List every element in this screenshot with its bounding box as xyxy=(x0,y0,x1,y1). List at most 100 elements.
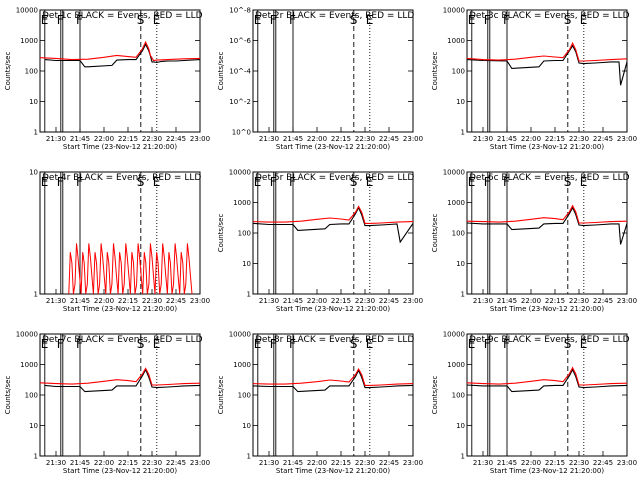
panel-1: Det 1c BLACK = Events, RED = LLD 1 10 100 10… xyxy=(4,7,210,152)
marker-flag-label: F xyxy=(57,175,64,189)
y-tick-label: 10 xyxy=(242,422,251,430)
marker-flag-label: F xyxy=(484,337,491,351)
plot-frame xyxy=(466,9,628,133)
series-line-lld xyxy=(252,205,414,224)
x-tick-label: 21:45 xyxy=(70,297,90,305)
plot-frame xyxy=(39,9,201,133)
marker-flag-label: F xyxy=(76,13,83,27)
panel-title: Det 4r BLACK = Events, RED = LLD xyxy=(42,173,201,183)
panel-title: Det 9c BLACK = Events, RED = LLD xyxy=(469,335,630,345)
y-tick-label: 1 xyxy=(34,291,38,299)
marker-flag-label: E xyxy=(153,337,161,351)
plot-frame xyxy=(252,171,414,295)
x-axis-label: Start Time (23-Nov-12 21:20:00) xyxy=(63,305,177,313)
y-tick-label: 10 xyxy=(29,98,38,106)
x-tick-label: 22:00 xyxy=(521,135,541,143)
y-tick-label: 10^-8 xyxy=(229,7,251,15)
y-tick-label: 10^-6 xyxy=(229,37,251,45)
x-tick-label: 22:00 xyxy=(307,135,327,143)
marker-flag-label: E xyxy=(254,175,262,189)
panel-2: Det 2r BLACK = Events, RED = LLD 10^0 10^-… xyxy=(217,7,423,152)
plot-frame xyxy=(39,171,201,295)
y-tick-label: 1 xyxy=(247,453,251,461)
x-tick-label: 21:45 xyxy=(283,297,303,305)
x-tick-label: 21:30 xyxy=(259,459,279,467)
series-line-events xyxy=(466,44,628,86)
y-tick-label: 10000 xyxy=(229,169,251,177)
x-tick-label: 22:00 xyxy=(94,297,114,305)
x-tick-label: 22:45 xyxy=(166,297,186,305)
x-tick-label: 22:15 xyxy=(545,459,565,467)
y-tick-label: 100 xyxy=(238,392,251,400)
x-tick-label: 22:45 xyxy=(166,135,186,143)
panel-title: Det 8r BLACK = Events, RED = LLD xyxy=(255,335,414,345)
y-tick-label: 1000 xyxy=(233,199,251,207)
marker-flag-label: F xyxy=(289,337,296,351)
marker-flag-label: E xyxy=(41,13,49,27)
y-tick-label: 100 xyxy=(25,392,38,400)
x-tick-label: 22:30 xyxy=(142,459,162,467)
x-tick-label: 22:30 xyxy=(142,297,162,305)
y-tick-label: 10000 xyxy=(16,7,38,15)
y-axis-label: Counts/sec xyxy=(431,376,439,415)
x-tick-label: 22:45 xyxy=(379,297,399,305)
x-tick-label: 22:15 xyxy=(118,135,138,143)
x-tick-label: 21:30 xyxy=(473,459,493,467)
y-tick-label: 10^0 xyxy=(232,129,251,137)
marker-flag-label: E xyxy=(366,13,374,27)
panel-title: Det 6c BLACK = Events, RED = LLD xyxy=(469,173,630,183)
marker-flag-label: S xyxy=(350,13,358,27)
x-tick-label: 21:45 xyxy=(497,459,517,467)
x-tick-label: 21:45 xyxy=(283,459,303,467)
y-tick-label: 1000 xyxy=(20,361,38,369)
x-tick-label: 22:15 xyxy=(118,297,138,305)
x-tick-label: 22:30 xyxy=(355,459,375,467)
y-tick-label: 1000 xyxy=(447,361,465,369)
marker-flag-label: E xyxy=(580,337,588,351)
x-tick-label: 22:30 xyxy=(355,135,375,143)
panel-title: Det 3c BLACK = Events, RED = LLD xyxy=(469,11,630,21)
x-tick-label: 22:45 xyxy=(166,459,186,467)
y-tick-label: 1 xyxy=(461,129,465,137)
x-tick-label: 22:00 xyxy=(521,459,541,467)
x-tick-label: 23:00 xyxy=(190,297,210,305)
marker-flag-label: S xyxy=(564,337,572,351)
marker-flag-label: S xyxy=(350,175,358,189)
x-tick-label: 23:00 xyxy=(617,297,637,305)
marker-flag-label: S xyxy=(564,175,572,189)
series-line-lld xyxy=(39,367,201,386)
x-axis-label: Start Time (23-Nov-12 21:20:00) xyxy=(276,467,390,475)
y-tick-label: 1 xyxy=(34,453,38,461)
marker-flag-label: E xyxy=(153,13,161,27)
x-tick-label: 22:45 xyxy=(379,459,399,467)
y-tick-label: 10000 xyxy=(443,331,465,339)
marker-flag-label: F xyxy=(270,13,277,27)
panel-title: Det 5r BLACK = Events, RED = LLD xyxy=(255,173,414,183)
x-tick-label: 22:30 xyxy=(569,459,589,467)
marker-flag-label: E xyxy=(468,13,476,27)
marker-flag-label: F xyxy=(76,337,83,351)
y-tick-label: 1 xyxy=(461,453,465,461)
marker-flag-label: S xyxy=(137,175,145,189)
y-tick-label: 100 xyxy=(238,230,251,238)
y-tick-label: 100 xyxy=(452,230,465,238)
marker-flag-label: E xyxy=(366,175,374,189)
x-tick-label: 22:30 xyxy=(569,297,589,305)
marker-flag-label: E xyxy=(41,175,49,189)
marker-flag-label: E xyxy=(580,175,588,189)
panel-4: Det 4r BLACK = Events, RED = LLD 1 10 21:30… xyxy=(29,169,210,314)
y-tick-label: 100 xyxy=(25,68,38,76)
marker-flag-label: F xyxy=(57,337,64,351)
x-tick-label: 23:00 xyxy=(190,459,210,467)
plot-frame xyxy=(252,333,414,457)
y-axis-label: Counts/sec xyxy=(431,52,439,91)
y-tick-label: 10 xyxy=(242,260,251,268)
x-tick-label: 22:15 xyxy=(545,135,565,143)
x-tick-label: 22:00 xyxy=(307,297,327,305)
plot-frame xyxy=(466,171,628,295)
x-tick-label: 21:30 xyxy=(259,297,279,305)
marker-flag-label: F xyxy=(289,175,296,189)
plot-frame xyxy=(252,9,414,133)
series-line-events xyxy=(466,206,628,245)
